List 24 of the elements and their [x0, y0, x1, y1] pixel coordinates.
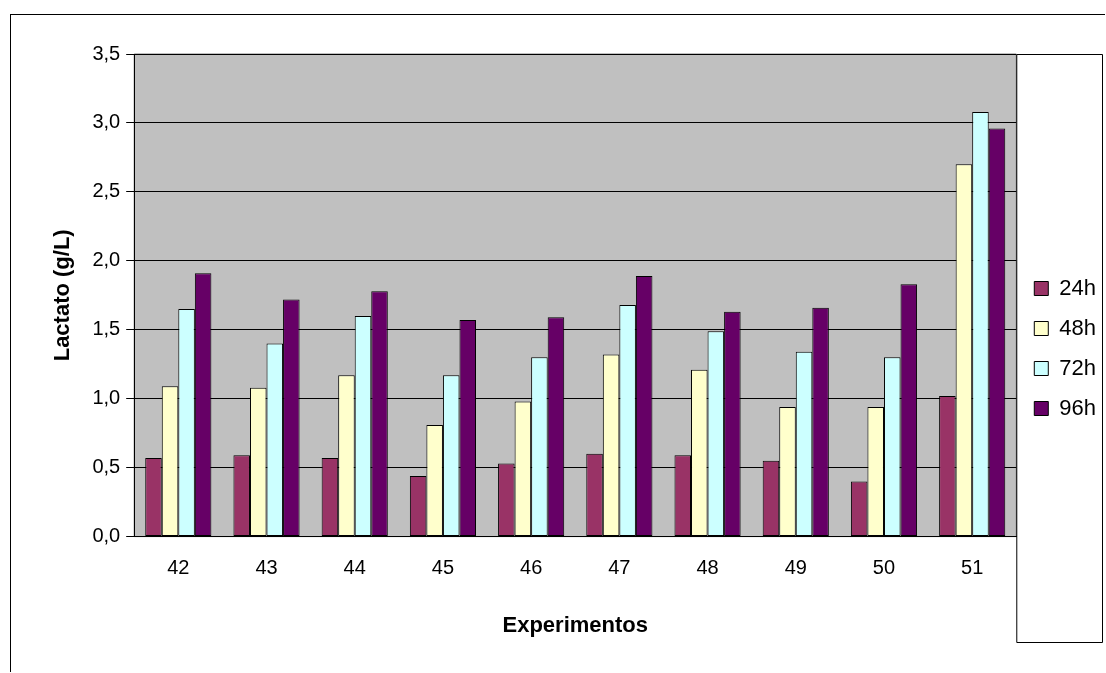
- x-tick-label: 48: [696, 556, 719, 579]
- x-axis-title: Experimentos: [502, 611, 648, 637]
- y-tick-label: 3,0: [92, 110, 121, 133]
- y-tick-label: 0,0: [92, 524, 121, 547]
- x-tick-label: 43: [255, 556, 278, 579]
- y-tick-label: 1,0: [92, 386, 121, 409]
- y-axis-title: Lactato (g/L): [49, 229, 75, 362]
- x-tick-label: 50: [872, 556, 896, 579]
- legend-label: 96h: [1059, 394, 1097, 420]
- legend-label: 24h: [1059, 274, 1097, 300]
- y-tick-label: 3,5: [92, 41, 121, 64]
- y-tick-label: 2,0: [92, 248, 121, 271]
- y-tick-label: 1,5: [92, 317, 121, 340]
- y-tick-label: 0,5: [92, 455, 121, 478]
- legend-label: 72h: [1059, 354, 1097, 380]
- x-tick-label: 46: [520, 556, 543, 579]
- x-tick-label: 42: [167, 556, 190, 579]
- x-tick-label: 44: [343, 556, 366, 579]
- y-tick-label: 2,5: [92, 179, 121, 202]
- x-tick-label: 51: [961, 556, 984, 579]
- x-tick-label: 47: [608, 556, 631, 579]
- legend-label: 48h: [1059, 314, 1097, 340]
- x-tick-label: 49: [784, 556, 807, 579]
- x-tick-label: 45: [431, 556, 455, 579]
